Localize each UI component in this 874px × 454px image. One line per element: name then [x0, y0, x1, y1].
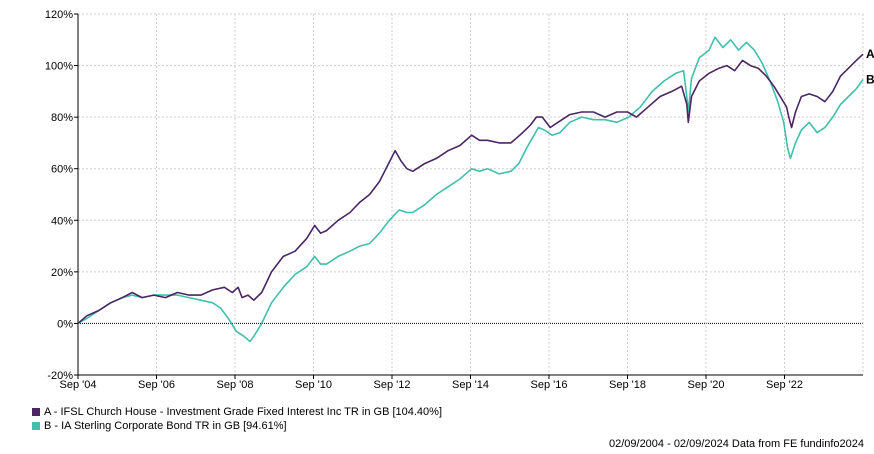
x-tick-label: Sep '10 [295, 379, 332, 391]
series-line-b [77, 36, 864, 343]
x-tick-label: Sep '12 [374, 379, 411, 391]
y-tick-label: 120% [45, 9, 73, 21]
legend-item-b: B - IA Sterling Corporate Bond TR in GB … [32, 419, 442, 433]
performance-chart: -20% 0% 20% 40% 60% 80% 100% 120% Sep '04 Sep '06… [45, 9, 874, 391]
y-tick-label: 100% [45, 61, 73, 73]
series-line-a [77, 53, 864, 325]
x-tick-label: Sep '18 [609, 379, 646, 391]
series-end-label-b: B [866, 72, 874, 86]
x-tick-label: Sep '16 [531, 379, 568, 391]
grid-lines [78, 13, 864, 376]
x-tick-label: Sep '14 [452, 379, 489, 391]
y-tick-label: 40% [51, 215, 73, 227]
legend-swatch-b [32, 422, 40, 430]
legend-label-a: A - IFSL Church House - Investment Grade… [44, 406, 443, 418]
x-tick-label: Sep '06 [138, 379, 175, 391]
legend-swatch-a [32, 408, 40, 416]
y-tick-label: 60% [51, 164, 73, 176]
y-tick-label: 0% [57, 318, 73, 330]
series-end-label-a: A [866, 47, 874, 61]
legend-label-b: B - IA Sterling Corporate Bond TR in GB … [44, 420, 287, 432]
legend-item-a: A - IFSL Church House - Investment Grade… [32, 405, 442, 419]
x-tick-label: Sep '04 [60, 379, 97, 391]
legend: A - IFSL Church House - Investment Grade… [32, 405, 442, 433]
y-tick-label: 80% [51, 112, 73, 124]
x-tick-label: Sep '08 [217, 379, 254, 391]
axes [74, 13, 863, 379]
x-tick-label: Sep '22 [766, 379, 803, 391]
y-tick-label: 20% [51, 267, 73, 279]
x-tick-label: Sep '20 [688, 379, 725, 391]
tick-labels: -20% 0% 20% 40% 60% 80% 100% 120% Sep '04 Sep '06… [45, 9, 874, 391]
y-tick-label: -20% [47, 370, 73, 382]
data-source-footer: 02/09/2004 - 02/09/2024 Data from FE fun… [608, 438, 864, 450]
series-lines [77, 36, 864, 343]
